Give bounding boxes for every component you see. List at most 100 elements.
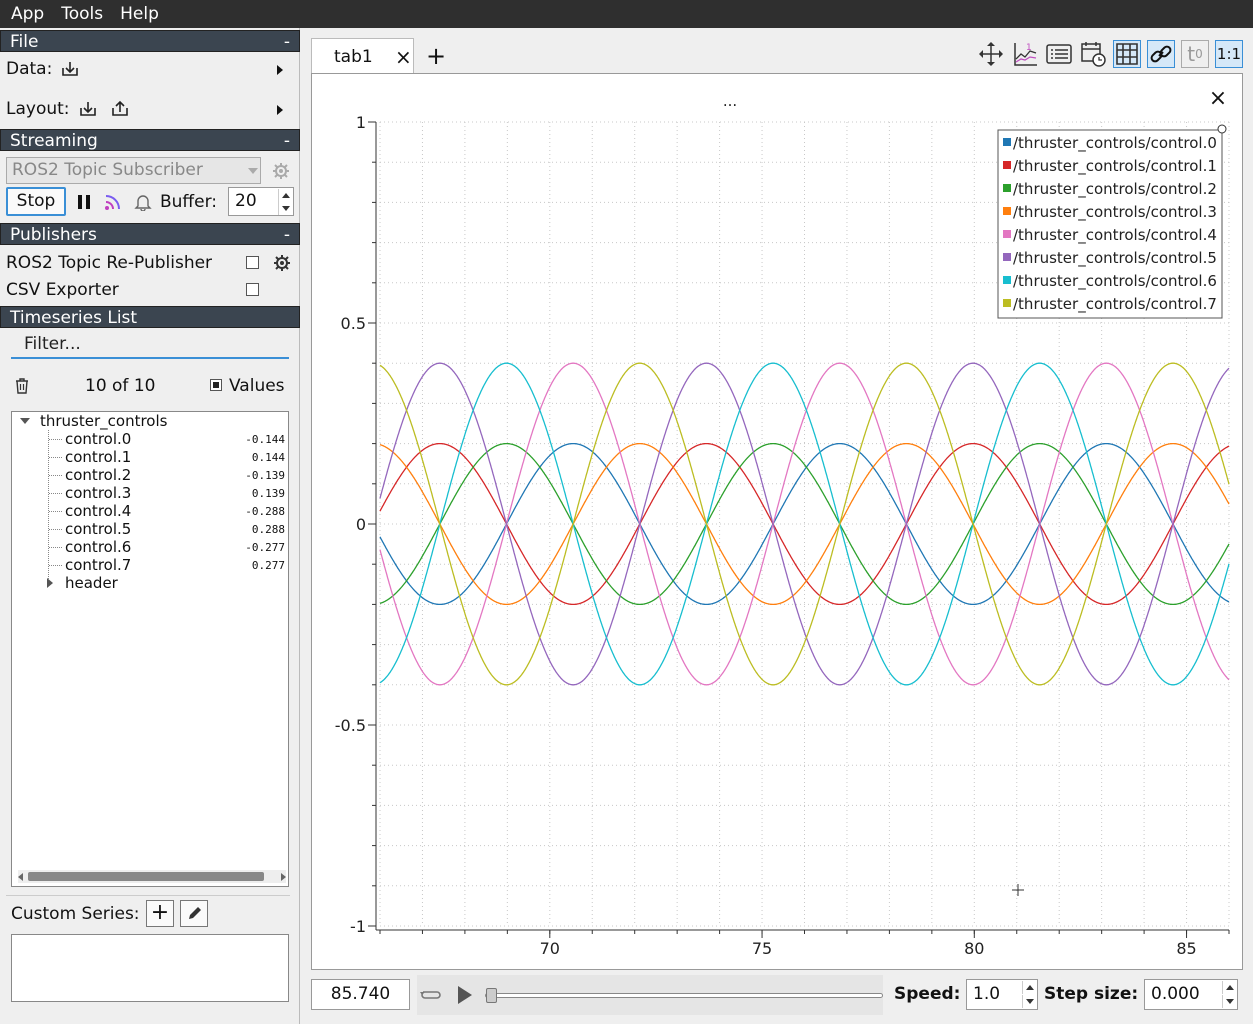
grid-toggle-icon[interactable] — [1113, 40, 1141, 68]
data-expand-arrow-icon[interactable] — [277, 65, 283, 75]
menu-help[interactable]: Help — [120, 4, 159, 24]
plus-icon: + — [150, 900, 170, 925]
tree-node-thruster-controls[interactable]: thruster_controls — [12, 412, 288, 430]
plot-title: ... — [723, 92, 737, 110]
load-layout-icon[interactable] — [78, 100, 98, 118]
save-layout-icon[interactable] — [110, 100, 130, 118]
gear-icon[interactable] — [272, 162, 290, 180]
streaming-source-value: ROS2 Topic Subscriber — [12, 160, 203, 180]
move-icon[interactable] — [977, 40, 1005, 68]
values-checkbox[interactable] — [210, 379, 222, 391]
tree-item-control-7[interactable]: control.7 0.277 — [12, 556, 288, 574]
close-plot-icon[interactable]: × — [1209, 86, 1227, 111]
speed-spinbox[interactable]: 1.0 — [966, 979, 1038, 1010]
buffer-value: 20 — [235, 191, 257, 211]
ratio-label: 1:1 — [1216, 45, 1242, 63]
streaming-source-select[interactable]: ROS2 Topic Subscriber — [6, 157, 261, 184]
current-time-value: 85.740 — [330, 984, 391, 1004]
trash-icon[interactable] — [14, 377, 30, 395]
filter-input[interactable]: Filter... — [11, 331, 289, 359]
y-tick-label: -0.5 — [335, 716, 366, 735]
legend-swatch — [1003, 207, 1011, 215]
spin-down-icon[interactable] — [1022, 995, 1036, 1008]
tab-tab1[interactable]: tab1 × — [311, 38, 414, 74]
speed-label: Speed: — [894, 984, 961, 1004]
series-line-7 — [379, 362, 1230, 686]
tree-item-control-0[interactable]: control.0 -0.144 — [12, 430, 288, 448]
x-tick-label: 75 — [752, 939, 772, 958]
tree-guide — [49, 493, 62, 494]
edit-custom-series-button[interactable] — [180, 900, 208, 927]
loop-icon[interactable] — [419, 985, 443, 1005]
play-icon[interactable] — [456, 985, 474, 1005]
tree-item-value: 0.139 — [251, 487, 285, 500]
expand-arrow-icon[interactable] — [47, 578, 53, 588]
chart-svg[interactable]: ... × 1 0.5 0 -0.5 -1 70 75 80 85/thruster_control… — [312, 74, 1244, 971]
spin-up-icon[interactable] — [1222, 981, 1236, 994]
buffer-spinbox[interactable]: 20 — [228, 187, 294, 216]
tree-item-value: -0.277 — [245, 541, 285, 554]
menu-tools[interactable]: Tools — [61, 4, 104, 24]
menu-bar: App Tools Help — [0, 0, 1253, 28]
collapse-icon[interactable]: - — [283, 32, 290, 52]
scrollbar-thumb[interactable] — [28, 872, 264, 881]
publisher-ros2-checkbox[interactable] — [246, 256, 259, 269]
tree-node-header[interactable]: header — [12, 574, 288, 592]
current-time-field[interactable]: 85.740 — [311, 979, 410, 1010]
collapse-icon[interactable]: - — [283, 225, 290, 245]
scroll-right-icon[interactable] — [281, 873, 286, 881]
bell-icon[interactable] — [134, 193, 152, 211]
pause-icon[interactable] — [77, 194, 91, 210]
horizontal-scrollbar[interactable] — [18, 870, 286, 883]
import-data-icon[interactable] — [60, 60, 80, 78]
legend-swatch — [1003, 253, 1011, 261]
collapse-icon[interactable]: - — [283, 131, 290, 151]
expand-arrow-icon[interactable] — [20, 418, 30, 424]
spin-down-icon[interactable] — [278, 202, 292, 215]
time-slider[interactable] — [485, 988, 883, 1003]
rss-feed-icon[interactable] — [104, 193, 122, 211]
stop-button-label: Stop — [16, 191, 56, 211]
series-line-1 — [379, 442, 1230, 606]
layout-label: Layout: — [6, 99, 70, 119]
tree-item-control-5[interactable]: control.5 0.288 — [12, 520, 288, 538]
publisher-csv-checkbox[interactable] — [246, 283, 259, 296]
stop-button[interactable]: Stop — [6, 187, 66, 216]
file-section-header[interactable]: File - — [0, 30, 300, 52]
spin-up-icon[interactable] — [278, 189, 292, 202]
gear-icon[interactable] — [273, 254, 291, 272]
custom-series-list[interactable] — [11, 934, 289, 1002]
split-plot-icon[interactable]: 1 — [1011, 40, 1039, 68]
close-tab-icon[interactable]: × — [395, 45, 412, 69]
add-custom-series-button[interactable]: + — [146, 900, 174, 927]
list-icon[interactable] — [1045, 40, 1073, 68]
plot-widget[interactable]: ... × 1 0.5 0 -0.5 -1 70 75 80 85/thruster_control… — [311, 73, 1243, 970]
tree-item-control-3[interactable]: control.3 0.139 — [12, 484, 288, 502]
calendar-clock-icon[interactable] — [1079, 40, 1107, 68]
publisher-csv-label: CSV Exporter — [6, 280, 119, 300]
spin-down-icon[interactable] — [1222, 995, 1236, 1008]
tree-item-control-4[interactable]: control.4 -0.288 — [12, 502, 288, 520]
layout-expand-arrow-icon[interactable] — [277, 105, 283, 115]
streaming-section-header[interactable]: Streaming - — [0, 129, 300, 151]
file-header-label: File — [10, 32, 39, 52]
add-tab-icon[interactable]: + — [426, 42, 447, 70]
tree-item-control-2[interactable]: control.2 -0.139 — [12, 466, 288, 484]
publisher-ros2-label: ROS2 Topic Re-Publisher — [6, 253, 213, 273]
tree-item-value: 0.277 — [251, 559, 285, 572]
ratio-button[interactable]: 1:1 — [1215, 40, 1243, 68]
slider-handle[interactable] — [486, 988, 497, 1003]
tree-item-label: control.7 — [65, 556, 132, 574]
timeseries-section-header[interactable]: Timeseries List — [0, 306, 300, 328]
layout-row: Layout: — [6, 99, 130, 119]
publishers-section-header[interactable]: Publishers - — [0, 223, 300, 245]
step-size-spinbox[interactable]: 0.000 — [1144, 979, 1238, 1010]
tree-item-control-1[interactable]: control.1 0.144 — [12, 448, 288, 466]
scroll-left-icon[interactable] — [18, 873, 23, 881]
timeseries-tree[interactable]: thruster_controls control.0 -0.144 control… — [11, 411, 289, 887]
menu-app[interactable]: App — [11, 4, 45, 24]
tree-item-control-6[interactable]: control.6 -0.277 — [12, 538, 288, 556]
link-icon[interactable] — [1147, 40, 1175, 68]
spin-up-icon[interactable] — [1022, 981, 1036, 994]
